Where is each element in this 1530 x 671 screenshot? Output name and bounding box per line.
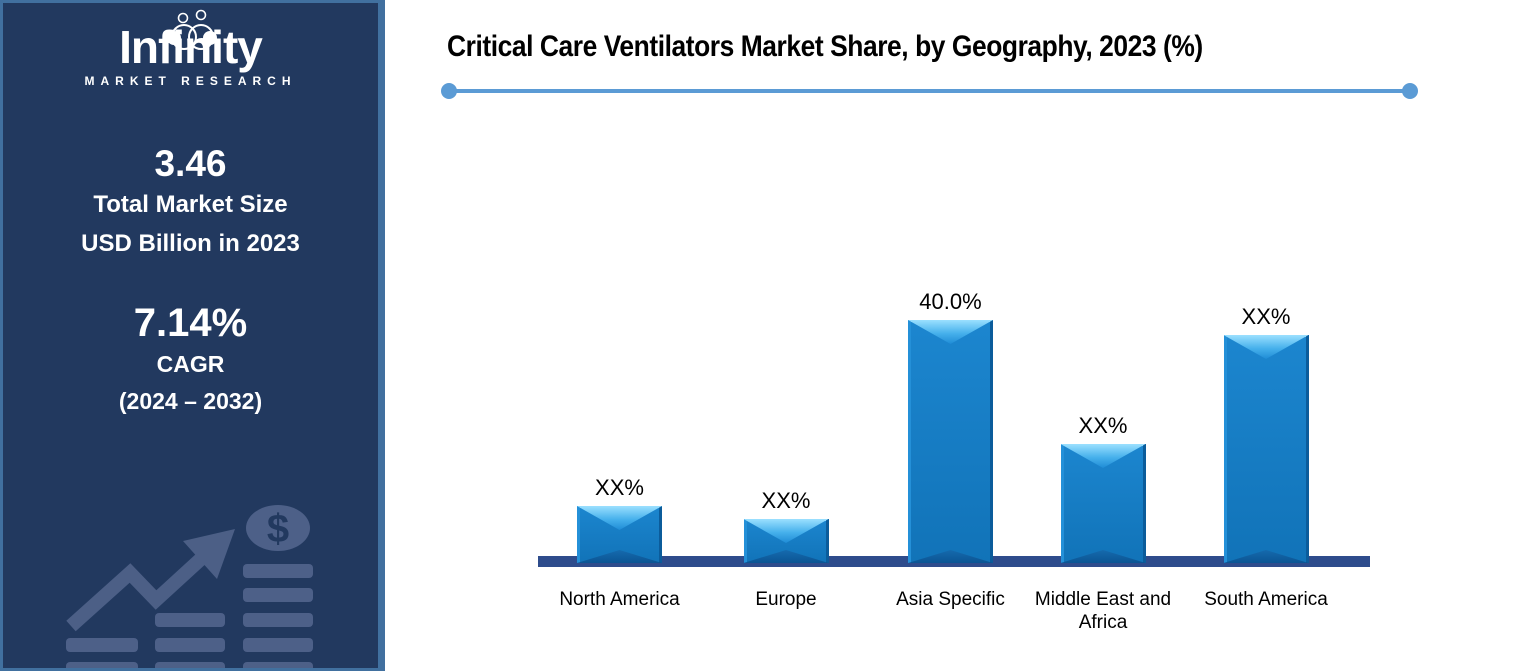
cagr-period: (2024 – 2032) [118, 388, 263, 415]
dollar-coin-icon [246, 505, 310, 551]
bar-category-label: South America [1204, 589, 1328, 610]
sidebar-stats: 3.46 Total Market Size USD Billion in 20… [3, 143, 378, 420]
market-size-label-line1: Total Market Size [93, 191, 288, 219]
logo-tagline: MARKET RESEARCH [84, 74, 297, 89]
title-underline-rule [441, 83, 1418, 99]
bar-north-america [577, 506, 662, 563]
bar-value-label: XX% [595, 475, 644, 500]
market-size-value: 3.46 [154, 143, 227, 185]
bar-asia-specific [908, 320, 993, 563]
bar-category-label: Asia Specific [896, 589, 1005, 610]
bar-category-label: Europe [755, 589, 817, 610]
bar-category-label: North America [559, 589, 680, 610]
growth-chart-dollar-icon: $ [66, 505, 313, 668]
bar-value-label: 40.0% [919, 289, 982, 314]
bar-category-label: Middle East and Africa [1034, 589, 1172, 633]
market-size-label-line2: USD Billion in 2023 [81, 230, 300, 258]
cagr-value: 7.14% [133, 301, 248, 346]
infinity-symbol-icon [166, 9, 217, 50]
sidebar: Infinity MARKET RESEARCH 3.46 Total Mark… [0, 0, 385, 671]
chart-title: Critical Care Ventilators Market Share, … [447, 30, 1203, 63]
bar-middle-east-and-africa [1060, 444, 1146, 563]
infinity-logo: Infinity MARKET RESEARCH [81, 9, 301, 89]
bar-europe [743, 519, 829, 563]
bar-value-label: XX% [761, 488, 811, 513]
bar-value-label: XX% [1078, 413, 1128, 438]
rule-left-dot-icon [441, 83, 457, 99]
dollar-symbol: $ [267, 507, 289, 551]
growth-arrow-icon [66, 529, 235, 632]
cagr-label: CAGR [156, 351, 225, 378]
chart-panel: Critical Care Ventilators Market Share, … [385, 0, 1530, 671]
bar-south-america [1223, 335, 1309, 563]
bar-chart: XX% North America XX% Europe 40.0% Asia Speci… [385, 0, 1530, 671]
rule-right-dot-icon [1402, 83, 1418, 99]
bar-value-label: XX% [1241, 304, 1291, 329]
